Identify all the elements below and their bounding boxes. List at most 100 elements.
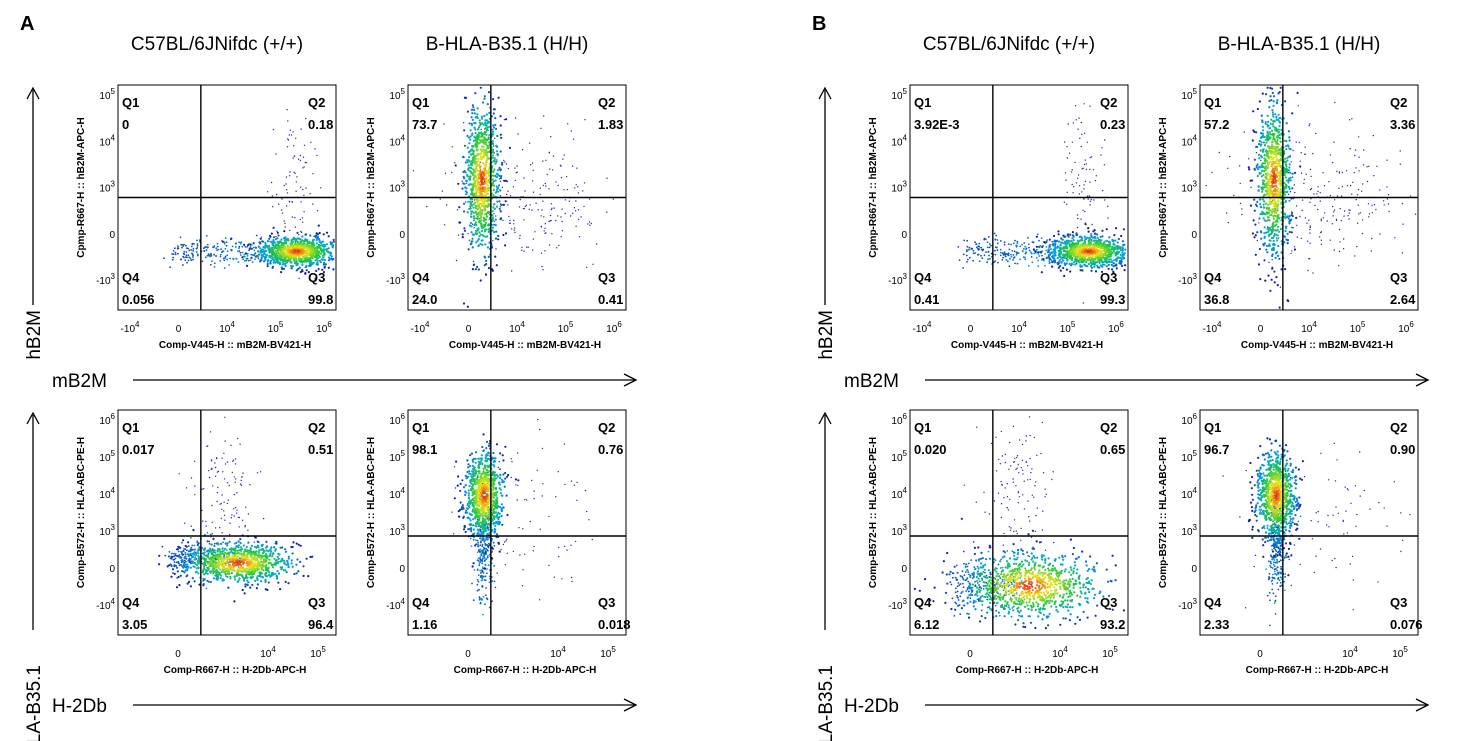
y-tick-label: 0 [109,230,115,241]
x-tick-label: 105 [268,320,284,335]
x-tick-label: 104 [550,645,566,660]
quadrant-label-q1: Q1 [914,420,931,435]
quadrant-label-q2: Q2 [1390,420,1407,435]
column-title: B-HLA-B35.1 (H/H) [1218,34,1381,55]
outer-x-axis: H-2Db [844,696,1430,717]
quadrant-label-q2: Q2 [308,420,325,435]
quadrant-value-q3: 99.3 [1100,292,1125,307]
y-tick-label: 104 [891,486,907,501]
y-tick-label: 106 [99,412,115,427]
y-tick-label: 103 [389,180,405,195]
quadrant-label-q4: Q4 [1204,270,1222,285]
column-title: B-HLA-B35.1 (H/H) [426,34,589,55]
quadrant-value-q3: 96.4 [308,617,334,632]
quadrant-label-q3: Q3 [1100,270,1117,285]
y-axis-title: Cpmp-R667-H :: hB2M-APC-H [366,117,377,258]
y-tick-label: 0 [399,230,405,241]
x-tick-label: 105 [1102,645,1118,660]
quadrant-label-q4: Q4 [122,595,140,610]
x-axis-title: Comp-R667-H :: H-2Db-APC-H [1246,665,1389,676]
y-tick-label: 103 [891,523,907,538]
quadrant-label-q4: Q4 [122,270,140,285]
quadrant-value-q4: 0.41 [914,292,939,307]
quadrant-value-q3: 93.2 [1100,617,1125,632]
quadrant-value-q4: 24.0 [412,292,437,307]
quadrant-label-q3: Q3 [1100,595,1117,610]
plot-frame [1199,409,1419,636]
y-tick-label: 0 [399,564,405,575]
quadrant-value-q2: 0.76 [598,442,623,457]
y-tick-label: 103 [1181,523,1197,538]
x-tick-label: -104 [1203,320,1222,335]
y-tick-label: -103 [386,272,405,287]
quadrant-value-q4: 0.056 [122,292,155,307]
outer-y-label: hB2M [24,310,45,360]
y-tick-label: 104 [1181,133,1197,148]
y-tick-label: 104 [99,133,115,148]
y-axis-title: Comp-B572-H :: HLA-ABC-PE-H [366,437,377,588]
quadrant-value-q3: 99.8 [308,292,333,307]
x-tick-label: 104 [509,320,525,335]
quadrant-value-q1: 73.7 [412,117,437,132]
y-tick-label: -103 [1178,597,1197,612]
y-axis-title: Comp-B572-H :: HLA-ABC-PE-H [1158,437,1169,588]
quadrant-label-q4: Q4 [1204,595,1222,610]
x-tick-label: 105 [310,645,326,660]
x-tick-label: 106 [316,320,332,335]
quadrant-label-q1: Q1 [122,95,139,110]
x-tick-label: 105 [558,320,574,335]
y-tick-label: 103 [99,180,115,195]
x-tick-label: -104 [411,320,430,335]
y-axis-title: Cpmp-R667-H :: hB2M-APC-H [868,117,879,258]
event-dots [913,416,1125,630]
x-axis-title: Comp-R667-H :: H-2Db-APC-H [956,665,1099,676]
quadrant-value-q2: 1.83 [598,117,623,132]
quadrant-label-q3: Q3 [598,270,615,285]
panel-b: B C57BL/6JNifdc (+/+) B-HLA-B35.1 (H/H) hB2… [812,13,1430,741]
quadrant-label-q2: Q2 [598,95,615,110]
panel-letter: A [20,13,34,35]
quadrant-label-q4: Q4 [412,595,430,610]
y-tick-label: -103 [1178,272,1197,287]
x-tick-label: 104 [219,320,235,335]
y-tick-label: 103 [1181,180,1197,195]
x-tick-label: 0 [176,324,182,335]
outer-x-label: mB2M [844,371,899,392]
x-tick-label: 0 [1258,324,1264,335]
x-tick-label: -104 [913,320,932,335]
outer-y-label: hB2M [816,310,837,360]
quadrant-label-q3: Q3 [598,595,615,610]
panel-a: A C57BL/6JNifdc (+/+) B-HLA-B35.1 (H/H) hB2… [20,13,638,741]
outer-x-axis: H-2Db [52,696,638,717]
column-title: C57BL/6JNifdc (+/+) [923,34,1095,55]
quadrant-label-q2: Q2 [1100,420,1117,435]
y-tick-label: 0 [901,230,907,241]
quadrant-label-q2: Q2 [598,420,615,435]
y-tick-label: 105 [891,87,907,102]
x-axis-title: Comp-R667-H :: H-2Db-APC-H [454,665,597,676]
y-tick-label: 106 [891,412,907,427]
quadrant-label-q4: Q4 [914,270,932,285]
plot-frame [407,409,627,636]
x-tick-label: 0 [967,649,973,660]
quadrant-value-q2: 0.18 [308,117,333,132]
y-tick-label: 0 [1191,230,1197,241]
x-tick-label: 0 [175,649,181,660]
quadrant-value-q3: 0.41 [598,292,623,307]
quadrant-value-q1: 0.020 [914,442,947,457]
quadrant-value-q3: 0.018 [598,617,631,632]
x-tick-label: 104 [1342,645,1358,660]
y-tick-label: 104 [891,133,907,148]
quadrant-label-q1: Q1 [412,420,429,435]
y-tick-label: 104 [389,486,405,501]
x-tick-label: 104 [260,645,276,660]
x-tick-label: 104 [1301,320,1317,335]
quadrant-value-q4: 2.33 [1204,617,1229,632]
quadrant-value-q4: 3.05 [122,617,147,632]
x-tick-label: 106 [1108,320,1124,335]
